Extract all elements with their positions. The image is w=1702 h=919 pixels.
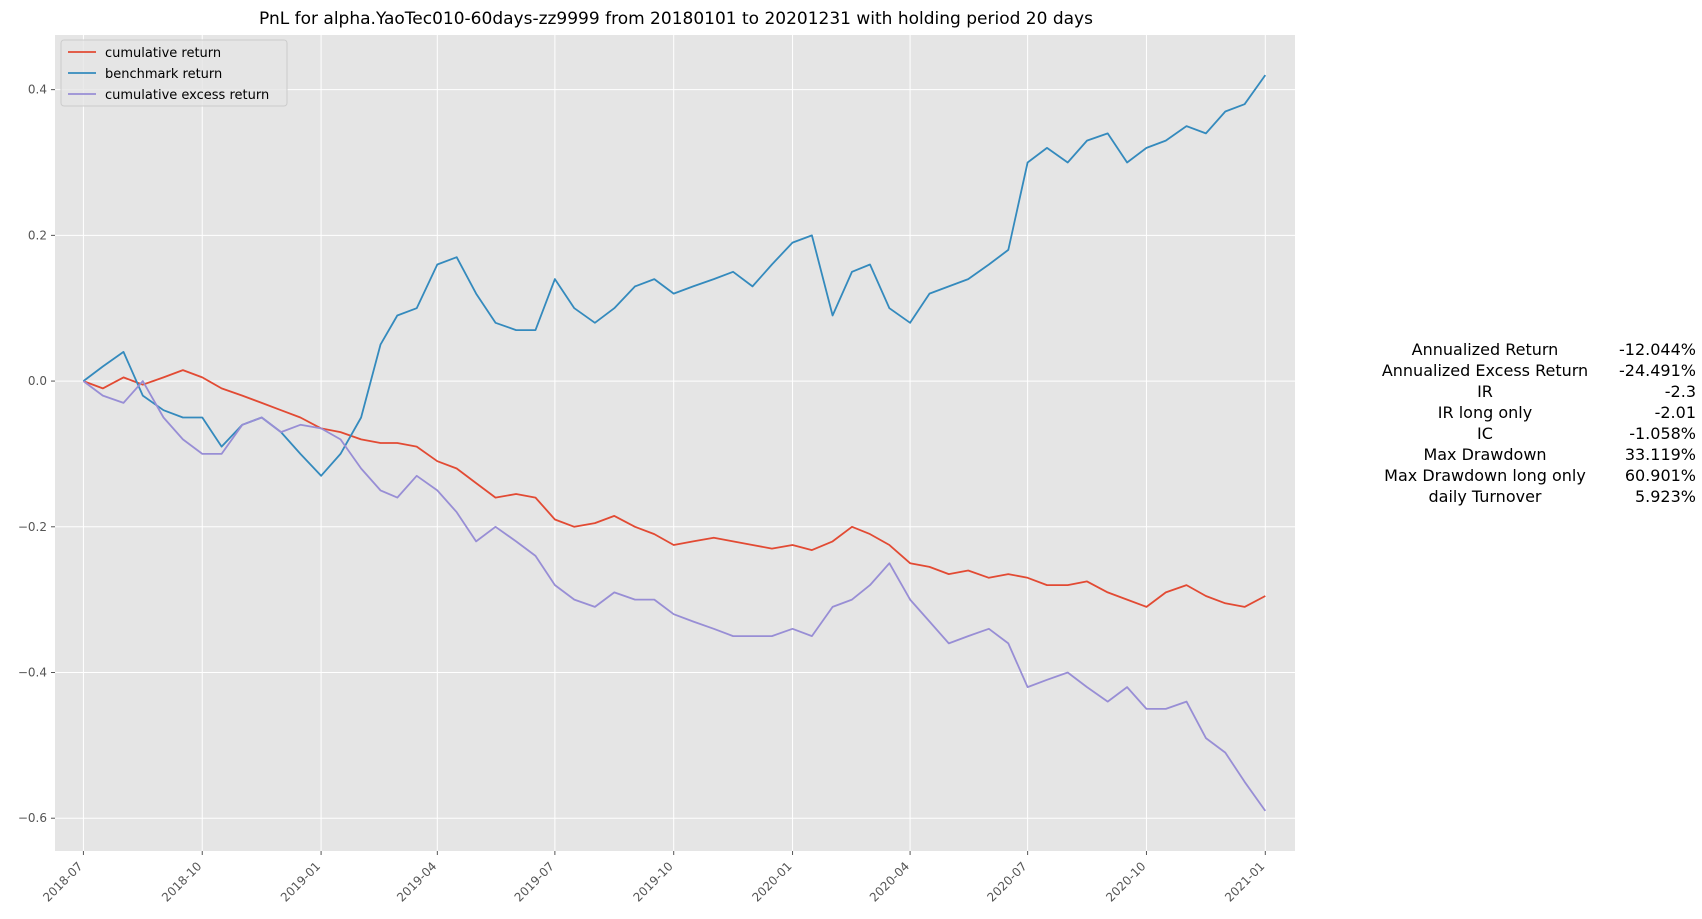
plot-area	[55, 35, 1295, 851]
chart-title: PnL for alpha.YaoTec010-60days-zz9999 fr…	[259, 9, 1093, 29]
x-axis: 2018-07 2018-10 2019-01 2019-04 2019-07 2019-…	[40, 851, 1267, 905]
x-tick-label: 2021-01	[1222, 859, 1267, 904]
stat-label: Max Drawdown long only	[1384, 466, 1586, 485]
stat-value: -24.491%	[1619, 361, 1696, 380]
x-tick-label: 2020-04	[867, 859, 912, 904]
legend: cumulative return benchmark return cumulat…	[60, 39, 288, 107]
y-tick-label: −0.4	[18, 666, 47, 680]
stat-row: Annualized Excess Return -24.491%	[1370, 360, 1696, 381]
y-tick-label: 0.0	[28, 374, 47, 388]
x-tick-label: 2020-01	[749, 859, 794, 904]
stat-value: -2.01	[1654, 403, 1696, 422]
x-tick-label: 2020-07	[984, 859, 1029, 904]
legend-label: cumulative excess return	[105, 88, 269, 103]
stat-value: -2.3	[1664, 382, 1696, 401]
stat-value: -12.044%	[1619, 340, 1696, 359]
x-tick-label: 2018-10	[159, 859, 204, 904]
series-lines	[82, 74, 1267, 812]
stat-row: IC -1.058%	[1370, 423, 1696, 444]
stat-row: IR long only -2.01	[1370, 402, 1696, 423]
stat-row: Annualized Return -12.044%	[1370, 339, 1696, 360]
stat-row: daily Turnover 5.923%	[1370, 486, 1696, 507]
x-tick-label: 2019-01	[278, 859, 323, 904]
x-tick-label: 2019-10	[630, 859, 675, 904]
stat-label: Annualized Return	[1411, 340, 1559, 359]
stat-label: IR	[1477, 382, 1493, 401]
y-tick-label: −0.2	[18, 520, 47, 534]
stat-label: daily Turnover	[1428, 487, 1542, 506]
stat-value: 5.923%	[1634, 487, 1696, 506]
stats-table: Annualized Return -12.044% Annualized Exce…	[1370, 339, 1696, 507]
stat-value: 33.119%	[1624, 445, 1696, 464]
x-tick-label: 2019-04	[394, 859, 439, 904]
stat-row: Max Drawdown long only 60.901%	[1370, 465, 1696, 486]
stat-label: Max Drawdown	[1423, 445, 1547, 464]
stat-value: -1.058%	[1629, 424, 1696, 443]
stat-value: 60.901%	[1624, 466, 1696, 485]
x-tick-label: 2020-10	[1103, 859, 1148, 904]
y-tick-label: 0.2	[28, 228, 47, 242]
y-tick-label: 0.4	[28, 83, 47, 97]
stat-row: IR -2.3	[1370, 381, 1696, 402]
x-tick-label: 2018-07	[40, 859, 85, 904]
y-axis: 0.4 0.2 0.0 −0.2 −0.4 −0.6	[18, 83, 55, 825]
series-line-cumulative-excess-return	[82, 380, 1267, 812]
legend-label: cumulative return	[105, 46, 221, 61]
stat-row: Max Drawdown 33.119%	[1370, 444, 1696, 465]
series-line-cumulative-return	[83, 369, 1266, 608]
legend-box	[60, 39, 288, 107]
stat-label: Annualized Excess Return	[1381, 361, 1589, 380]
stat-label: IC	[1477, 424, 1493, 443]
stat-label: IR long only	[1437, 403, 1533, 422]
grid-lines	[55, 35, 1295, 851]
y-tick-label: −0.6	[18, 811, 47, 825]
legend-label: benchmark return	[105, 67, 222, 82]
x-tick-label: 2019-07	[512, 859, 557, 904]
